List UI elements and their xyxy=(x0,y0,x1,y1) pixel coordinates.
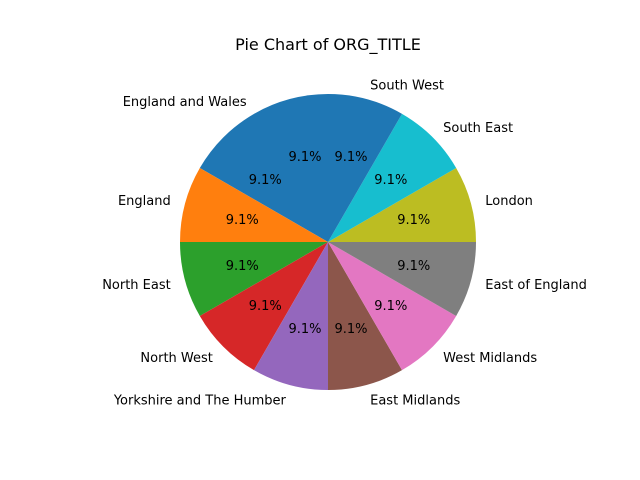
pie-slice-south-east xyxy=(328,113,457,242)
percent-label: 9.1% xyxy=(289,322,322,337)
pie-slice-west-midlands xyxy=(328,242,457,371)
category-labels: England and Wales England North East North … xyxy=(102,79,587,409)
category-label-east-midlands: East Midlands xyxy=(370,393,460,408)
percent-label: 9.1% xyxy=(397,259,430,274)
pie-slice-north-west xyxy=(199,242,328,371)
pie-slice-south-west xyxy=(328,94,402,242)
percent-label: 9.1% xyxy=(334,322,367,337)
category-label-east-of-england: East of England xyxy=(485,278,587,293)
category-label-north-west: North West xyxy=(140,351,212,366)
pie-slices xyxy=(180,94,476,390)
pie-slice-yorkshire-and-the-humber xyxy=(254,242,328,390)
percent-label: 9.1% xyxy=(226,213,259,228)
pie-slice-england-and-wales xyxy=(199,94,328,242)
category-label-south-west: South West xyxy=(370,79,444,94)
pie-slice-east-midlands xyxy=(328,242,402,390)
percent-label: 9.1% xyxy=(374,173,407,188)
category-label-england-and-wales: England and Wales xyxy=(123,95,247,110)
percent-labels: 9.1% 9.1% 9.1% 9.1% 9.1% 9.1% 9.1% 9.1% 9.1% 9.1%… xyxy=(226,150,431,337)
chart-title: Pie Chart of ORG_TITLE xyxy=(235,35,421,55)
percent-label: 9.1% xyxy=(289,150,322,165)
pie-slice-east-of-england xyxy=(328,242,476,316)
percent-label: 9.1% xyxy=(249,173,282,188)
percent-label: 9.1% xyxy=(397,213,430,228)
percent-label: 9.1% xyxy=(334,150,367,165)
percent-label: 9.1% xyxy=(249,299,282,314)
category-label-england: England xyxy=(118,194,171,209)
category-label-west-midlands: West Midlands xyxy=(443,351,537,366)
category-label-london: London xyxy=(485,194,533,209)
percent-label: 9.1% xyxy=(374,299,407,314)
category-label-yorkshire-and-the-humber: Yorkshire and The Humber xyxy=(113,393,287,408)
category-label-south-east: South East xyxy=(443,121,513,136)
category-label-north-east: North East xyxy=(102,278,171,293)
pie-slice-north-east xyxy=(180,242,328,316)
percent-label: 9.1% xyxy=(226,259,259,274)
pie-slice-london xyxy=(328,168,476,242)
pie-slice-england xyxy=(180,168,328,242)
